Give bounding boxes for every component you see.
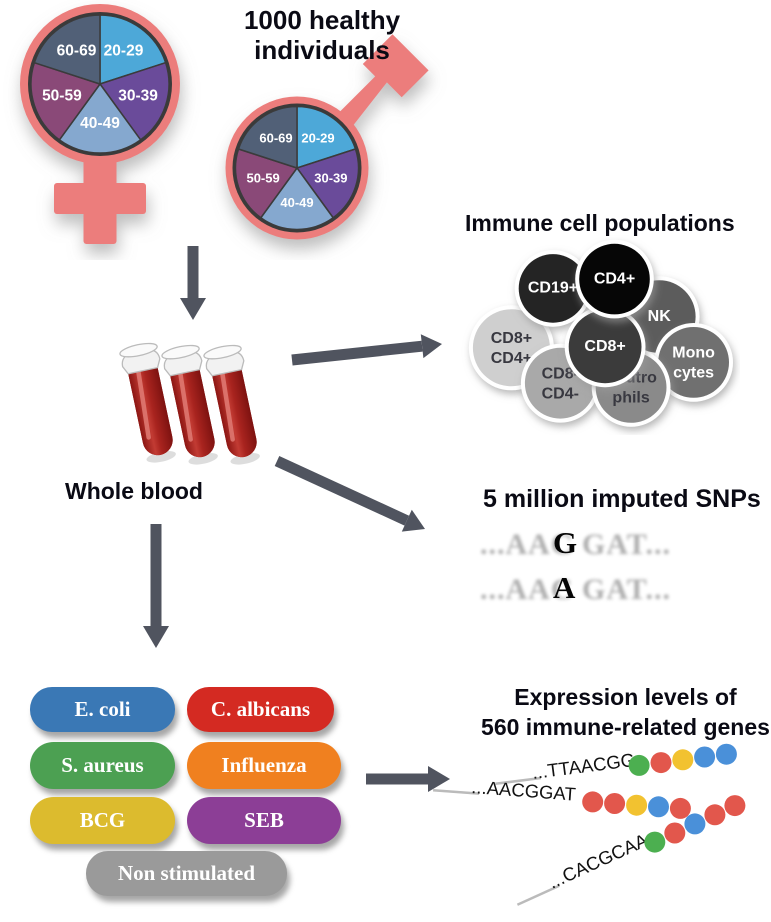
svg-text:...CACGCAA: ...CACGCAA	[545, 829, 652, 893]
svg-text:...TTAACGG: ...TTAACGG	[531, 749, 636, 783]
svg-text:...AACGGAT: ...AACGGAT	[471, 776, 577, 805]
